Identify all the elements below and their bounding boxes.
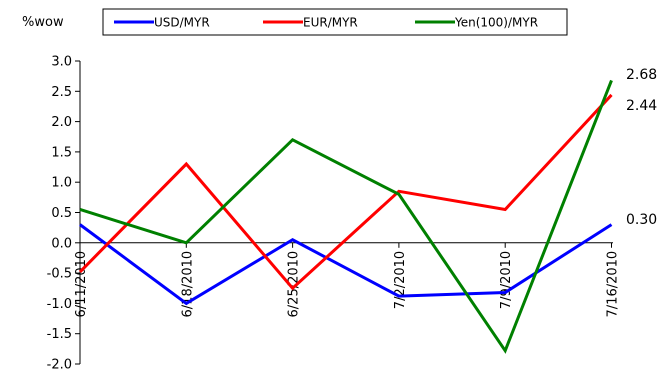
x-tick-label: 6/18/2010: [180, 251, 195, 318]
end-value-label: 2.68: [626, 67, 657, 83]
end-labels: 2.68 2.44 0.30: [626, 67, 657, 228]
series-line-eur-myr: [78, 93, 613, 291]
y-axis: 3.0 2.5 2.0 1.5 1.0 0.5 0.0 -0.5 -1.0 -1.5 -2.0: [47, 55, 81, 371]
series-lines: [78, 79, 613, 354]
x-tick-label: 7/16/2010: [606, 251, 621, 318]
legend-label: Yen(100)/MYR: [454, 16, 538, 30]
x-tick-label: 7/9/2010: [499, 251, 514, 309]
y-tick-label: 1.0: [51, 176, 72, 191]
series-line-usd-myr: [79, 223, 613, 306]
y-axis-label: %wow: [22, 15, 64, 30]
y-tick-label: -0.5: [47, 267, 72, 282]
y-tick-label: -1.0: [47, 297, 72, 312]
y-tick-label: 0.5: [51, 206, 72, 221]
y-tick-label: -1.5: [47, 327, 72, 342]
y-tick-label: -2.0: [47, 358, 72, 371]
x-tick-label: 6/11/2010: [74, 251, 89, 318]
end-value-label: 0.30: [626, 212, 657, 228]
y-tick-label: 1.5: [51, 145, 72, 160]
y-tick-label: 0.0: [51, 236, 72, 251]
series-line-yen-100-myr: [79, 79, 613, 354]
y-tick-label: 2.5: [51, 85, 72, 100]
x-tick-label: 7/2/2010: [393, 251, 408, 309]
x-tick-label: 6/25/2010: [287, 251, 302, 318]
y-tick-label: 2.0: [51, 115, 72, 130]
legend-box: [102, 8, 568, 36]
y-tick-label: 3.0: [51, 55, 72, 70]
legend-label: USD/MYR: [154, 16, 210, 30]
legend: USD/MYR EUR/MYR Yen(100)/MYR: [102, 8, 568, 36]
end-value-label: 2.44: [626, 98, 657, 114]
legend-label: EUR/MYR: [303, 16, 358, 30]
